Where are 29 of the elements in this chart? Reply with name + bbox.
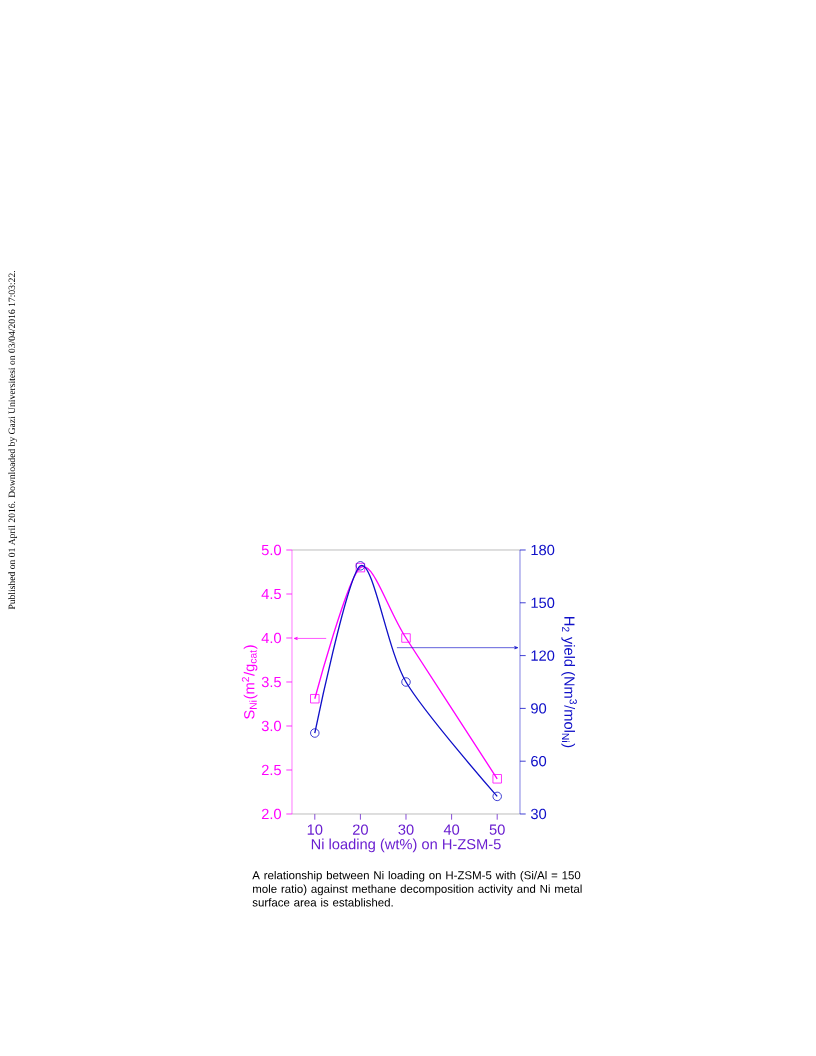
text: A relationship between Ni loading on H-ZSM-5 with (Si/Al = 150 mole ratio) against methane decomposition activity and Ni metal surface area is established.: [252, 870, 582, 907]
y-axis-title: S$_{Ni}$(m$^{2}$/g$_{cat}$): [241, 645, 258, 719]
y2-tick-label: 60: [531, 756, 547, 767]
y-tick-label: 2.5: [261, 764, 281, 776]
y2-tick-label: 30: [530, 808, 547, 820]
y-tick-label: 2.0: [261, 808, 282, 820]
point: [492, 791, 502, 802]
x-tick-label: 20: [352, 824, 368, 835]
y-tick-label: 3.0: [261, 720, 282, 732]
text: Published on 01 April 2016. Downloaded by Gazi Universitesi on 03/04/2016 17:03:22.: [8, 271, 18, 610]
x-tick-label: 40: [443, 824, 460, 835]
y-tick-label: 5.0: [261, 544, 282, 556]
y-tick-label: 3.5: [261, 676, 281, 688]
x-tick-label: 50: [489, 824, 505, 835]
y2-tick-label: 90: [531, 703, 547, 714]
point: [310, 728, 320, 738]
point: [401, 677, 411, 687]
x-tick-label: 30: [398, 824, 414, 835]
y2-axis-title: H$_{2}$ yield (Nm$^{3}$/mol$_{Ni}$): [561, 617, 577, 748]
y2-tick-label: 180: [531, 544, 555, 556]
y2-tick-label: 120: [531, 650, 555, 661]
point: [401, 633, 411, 643]
y-tick-label: 4.0: [261, 632, 282, 644]
x-axis-title: Ni loading (wt%) on H-ZSM-5: [311, 838, 501, 853]
y-tick-label: 4.5: [261, 588, 281, 600]
point: [492, 774, 502, 784]
point: [310, 694, 320, 704]
x-tick-label: 10: [307, 824, 323, 835]
y2-tick-label: 150: [531, 597, 555, 608]
